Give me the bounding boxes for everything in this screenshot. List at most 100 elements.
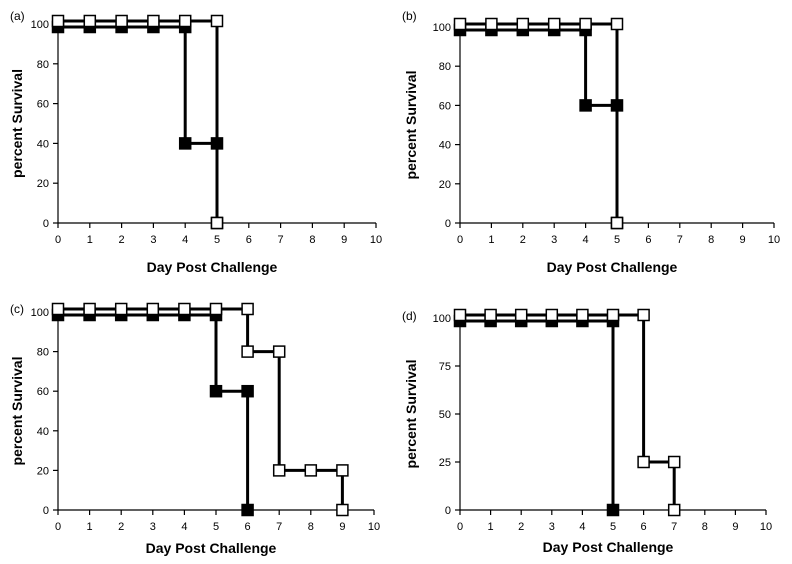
data-point-open (209, 302, 223, 316)
data-point-open (114, 302, 128, 316)
panel-label: (d) (402, 309, 417, 323)
x-tick-label: 10 (368, 521, 380, 533)
data-point-open (336, 503, 349, 517)
series-line-filled (58, 25, 219, 223)
data-point-open (115, 14, 128, 28)
data-point-open (83, 302, 96, 316)
x-tick-label: 1 (488, 234, 494, 246)
x-tick-label: 7 (278, 234, 284, 246)
x-tick-label: 4 (579, 521, 585, 533)
x-axis-title: Day Post Challenge (543, 539, 674, 555)
y-tick-label: 50 (439, 409, 451, 421)
x-tick-label: 2 (119, 234, 125, 246)
series-line-open (58, 19, 219, 223)
x-tick-label: 0 (55, 234, 61, 246)
y-tick-label: 20 (37, 178, 49, 190)
x-tick-label: 4 (182, 234, 188, 246)
x-tick-label: 4 (583, 234, 589, 246)
y-tick-label: 100 (433, 22, 451, 34)
x-tick-label: 8 (708, 234, 714, 246)
x-tick-label: 9 (732, 521, 738, 533)
data-point-open (336, 464, 349, 477)
data-point-filled (241, 503, 254, 517)
data-point-open (178, 14, 192, 28)
x-tick-label: 8 (308, 521, 314, 533)
y-tick-label: 80 (37, 59, 49, 71)
y-axis-title: percent Survival (9, 357, 25, 466)
data-point-open (83, 14, 97, 28)
data-point-filled (241, 384, 254, 398)
data-point-open (516, 17, 530, 31)
x-tick-label: 9 (341, 234, 347, 246)
x-tick-label: 0 (457, 521, 463, 533)
x-tick-label: 8 (309, 234, 315, 246)
data-point-open (547, 17, 561, 31)
data-point-open (304, 464, 318, 477)
x-tick-label: 5 (213, 521, 219, 533)
x-tick-label: 6 (246, 234, 252, 246)
x-axis-title: Day Post Challenge (146, 540, 277, 556)
data-point-open (576, 308, 589, 322)
data-point-open (545, 308, 559, 322)
y-tick-label: 0 (445, 505, 451, 517)
data-point-open (241, 302, 254, 316)
x-tick-label: 7 (276, 521, 282, 533)
data-point-open (51, 302, 65, 316)
x-tick-label: 1 (87, 234, 93, 246)
x-axis-title: Day Post Challenge (147, 259, 278, 275)
series-line-filled (58, 313, 250, 510)
data-point-open (667, 455, 681, 469)
series-line-open (460, 22, 619, 223)
series-line-filled (460, 28, 619, 223)
x-tick-label: 6 (641, 521, 647, 533)
y-tick-label: 80 (439, 61, 451, 73)
data-point-open (610, 17, 624, 31)
x-tick-label: 5 (610, 521, 616, 533)
y-tick-label: 0 (445, 218, 451, 230)
x-tick-label: 10 (768, 234, 780, 246)
y-tick-label: 60 (439, 100, 451, 112)
y-tick-label: 60 (37, 99, 49, 111)
x-axis-title: Day Post Challenge (547, 259, 678, 275)
y-tick-label: 80 (37, 347, 49, 359)
y-tick-label: 100 (31, 19, 49, 31)
data-point-open (272, 464, 286, 477)
data-point-filled (579, 99, 592, 112)
y-tick-label: 25 (439, 457, 451, 469)
x-tick-label: 6 (245, 521, 251, 533)
data-point-open (272, 345, 286, 358)
y-tick-label: 75 (439, 361, 451, 373)
series-line-filled (460, 319, 615, 510)
data-point-open (453, 308, 467, 322)
x-tick-label: 7 (677, 234, 683, 246)
x-tick-label: 10 (760, 521, 772, 533)
data-point-open (147, 14, 160, 28)
x-tick-label: 7 (671, 521, 677, 533)
data-point-open (579, 17, 592, 31)
data-point-open (606, 308, 620, 322)
data-point-filled (178, 137, 192, 150)
x-tick-label: 2 (520, 234, 526, 246)
data-point-open (485, 17, 498, 31)
x-tick-label: 9 (740, 234, 746, 246)
x-tick-label: 3 (551, 234, 557, 246)
data-point-filled (209, 384, 223, 398)
series-line-open (58, 307, 344, 510)
x-tick-label: 5 (214, 234, 220, 246)
x-tick-label: 6 (645, 234, 651, 246)
x-tick-label: 10 (370, 234, 382, 246)
data-point-open (514, 308, 528, 322)
x-tick-label: 3 (150, 234, 156, 246)
y-tick-label: 40 (439, 140, 451, 152)
y-axis-title: percent Survival (403, 360, 419, 469)
x-tick-label: 1 (87, 521, 93, 533)
y-tick-label: 20 (37, 465, 49, 477)
data-point-open (146, 302, 160, 316)
series-line-open (460, 313, 676, 510)
y-tick-label: 100 (31, 307, 49, 319)
y-tick-label: 40 (37, 138, 49, 150)
